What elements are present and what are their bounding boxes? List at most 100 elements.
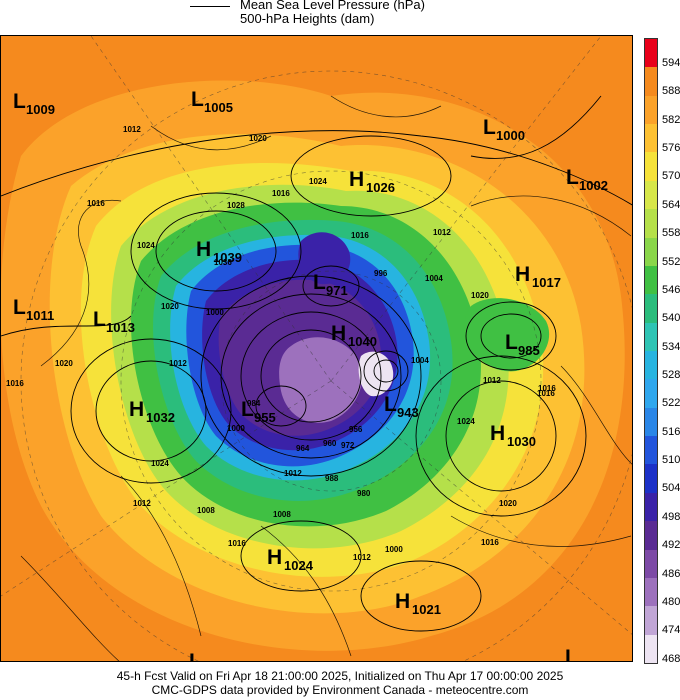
pressure-value: 1013 [106,320,135,335]
isobar-label: 972 [341,441,355,450]
coastlines [20,95,632,661]
colorbar-swatch [645,351,657,380]
forecast-valid-text: 45-h Fcst Valid on Fri Apr 18 21:00:00 2… [116,669,564,683]
high-letter: H [267,546,282,569]
colorbar-swatch [645,322,657,352]
isobar-label: 1024 [137,241,155,250]
pressure-value: 1005 [204,100,233,115]
isobar-label: 1020 [249,134,267,143]
legend-text: Mean Sea Level Pressure (hPa) 500-hPa He… [240,0,425,26]
colorbar-tick-label: 540 [662,312,680,325]
legend-pressure-label: Mean Sea Level Pressure (hPa) [240,0,425,12]
low-pressure-center: L 943 [384,393,419,420]
colorbar-tick-label: 588 [662,85,680,98]
low-letter: L [13,90,26,113]
colorbar-tick-label: 498 [662,510,680,523]
isobar-label: 988 [325,474,339,483]
colorbar-swatch [645,95,657,125]
colorbar-tick-label: 534 [662,340,680,353]
isobar-label: 1000 [385,545,403,554]
pressure-systems: L 1009 L 1005 L 1000 L 1002 H 1026 H 1039 L 971… [13,88,608,662]
pressure-value: 1026 [366,180,395,195]
low-pressure-center: L 1013 [93,308,135,335]
colorbar-swatch [645,577,657,607]
isobar-label: 1012 [123,125,141,134]
colorbar-tick-label: 492 [662,539,680,552]
high-letter: H [490,422,505,445]
low-pressure-center: L1010 [565,646,607,662]
isobar-label: 1016 [272,189,290,198]
pressure-value: 1011 [26,308,54,323]
isobar-label: 1012 [169,359,187,368]
high-pressure-center: H 1030 [490,422,536,449]
colorbar-swatch [645,39,657,68]
colorbar-swatch [645,521,657,551]
colorbar-tick-label: 528 [662,369,680,381]
isobar-label: 1016 [351,231,369,240]
pressure-value: 943 [397,405,419,420]
colorbar-swatch [645,209,657,239]
isobar-label: 1000 [227,424,245,433]
low-pressure-center: L 985 [505,331,540,358]
data-credit-text: CMC-GDPS data provided by Environment Ca… [151,683,529,697]
legend-heights-label: 500-hPa Heights (dam) [240,11,375,26]
isobar-label: 1016 [87,199,105,208]
pressure-value: 971 [326,283,348,298]
isobar-label: 960 [323,439,337,448]
pressure-value: 1039 [213,250,242,265]
colorbar-swatch [645,549,657,579]
low-letter: L [505,331,518,354]
colorbar-swatch [645,606,657,636]
colorbar-swatch [645,265,657,295]
low-letter: L [483,116,496,139]
low-letter: L [13,296,26,319]
colorbar-tick-label: 516 [662,425,680,438]
isobar-line-sample [190,6,230,7]
isobar-labels: 1012 1020 1016 1024 1028 1016 1024 1036 … [6,125,556,562]
isobar-label: 1016 [228,539,246,548]
isobar-label: 1004 [411,356,429,365]
colorbar-tick-label: 474 [662,624,680,637]
colorbar-tick-label: 570 [662,170,680,183]
low-letter: L [313,271,326,294]
isobar-label: 1016 [538,384,556,393]
colorbar-tick-label: 522 [662,397,680,410]
colorbar-tick-label: 564 [662,198,680,211]
low-letter: L [93,308,106,331]
colorbar-tick-label: 594 [662,57,680,69]
weather-map: 1012 1020 1016 1024 1028 1016 1024 1036 … [0,35,633,662]
isobar-label: 1036 [214,258,232,267]
isobar-label: 1020 [499,499,517,508]
colorbar-swatch [645,67,657,97]
isobar-label: 1024 [151,459,169,468]
isobar-label: 1016 [6,379,24,388]
height-field-498-lobe [298,232,351,285]
height-field-480 [279,337,362,423]
low-letter: L [566,166,579,189]
isobar-label: 996 [374,269,388,278]
isobar-label: 1012 [353,553,371,562]
colorbar-tick-label: 546 [662,283,680,296]
colorbar-tick-label: 558 [662,227,680,240]
colorbar-swatch [645,436,657,465]
high-letter: H [331,322,346,345]
pressure-value: 1021 [412,602,441,617]
low-pressure-center: L998 [189,650,202,661]
pressure-value: 985 [518,343,540,358]
isobar-label: 1008 [197,506,215,515]
colorbar-swatch [645,464,657,494]
low-letter: L [191,88,204,111]
high-letter: H [196,238,211,261]
isobar-label: 1004 [425,274,443,283]
low-pressure-center: L 1000 [483,116,525,143]
isobar-label: 1024 [309,177,327,186]
low-pressure-center: L 1009 [13,90,55,117]
isobar-label: 1000 [206,308,224,317]
pressure-value: 1030 [507,434,536,449]
colorbar-swatch [645,152,657,182]
high-letter: H [129,398,144,421]
high-letter: H [515,263,530,286]
low-letter: L [565,646,578,662]
high-pressure-center: H 1021 [395,590,441,617]
